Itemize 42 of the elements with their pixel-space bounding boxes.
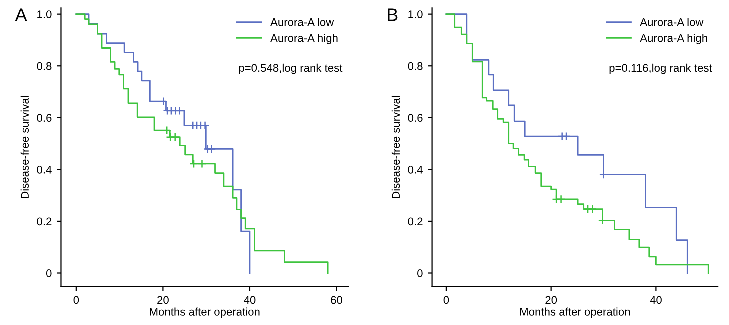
point [599,170,608,180]
y-tick-label: 0 [418,270,423,278]
y-tick-label: 0.6 [37,114,52,122]
x-tick-label: 0 [74,296,80,304]
point [190,160,198,168]
point [200,121,210,130]
legend-label: Aurora-A low [270,18,334,26]
chart-title: A [15,8,28,22]
chart-title: B [388,8,398,22]
legend-label: Aurora-A high [270,34,338,44]
y-axis-title: Disease-free survival [392,96,400,199]
point [170,132,180,142]
y-tick-label: 0.2 [408,218,423,226]
annotation: p=0.116,log rank test [610,64,712,74]
point [556,195,566,204]
point [198,160,207,168]
x-tick-label: 60 [331,296,342,304]
y-tick-label: 0 [46,270,52,278]
point [159,97,168,106]
y-tick-label: 0.4 [408,166,423,174]
point [562,132,571,141]
x-tick-label: 20 [546,296,558,304]
point [598,216,608,226]
x-tick-label: 0 [444,296,450,304]
legend-label: Aurora-A high [640,34,708,44]
x-tick-label: 20 [158,296,169,304]
y-tick-label: 0.4 [37,166,52,174]
point [588,204,598,214]
annotation: p=0.548,log rank test [239,64,343,74]
y-tick-label: 0.2 [37,218,52,226]
y-tick-label: 1.0 [408,10,423,18]
point [162,126,172,136]
y-tick-label: 0.8 [37,62,52,70]
y-axis-title: Disease-free survival [20,96,30,199]
y-tick-label: 0.6 [408,114,423,122]
x-tick-label: 40 [650,296,662,304]
x-axis-title: Months after operation [150,308,260,318]
y-tick-label: 1.0 [38,10,52,18]
y-tick-label: 0.8 [408,62,423,70]
x-axis-title: Months after operation [520,308,630,318]
x-tick-label: 40 [244,296,256,304]
legend-label: Aurora-A low [640,18,704,26]
